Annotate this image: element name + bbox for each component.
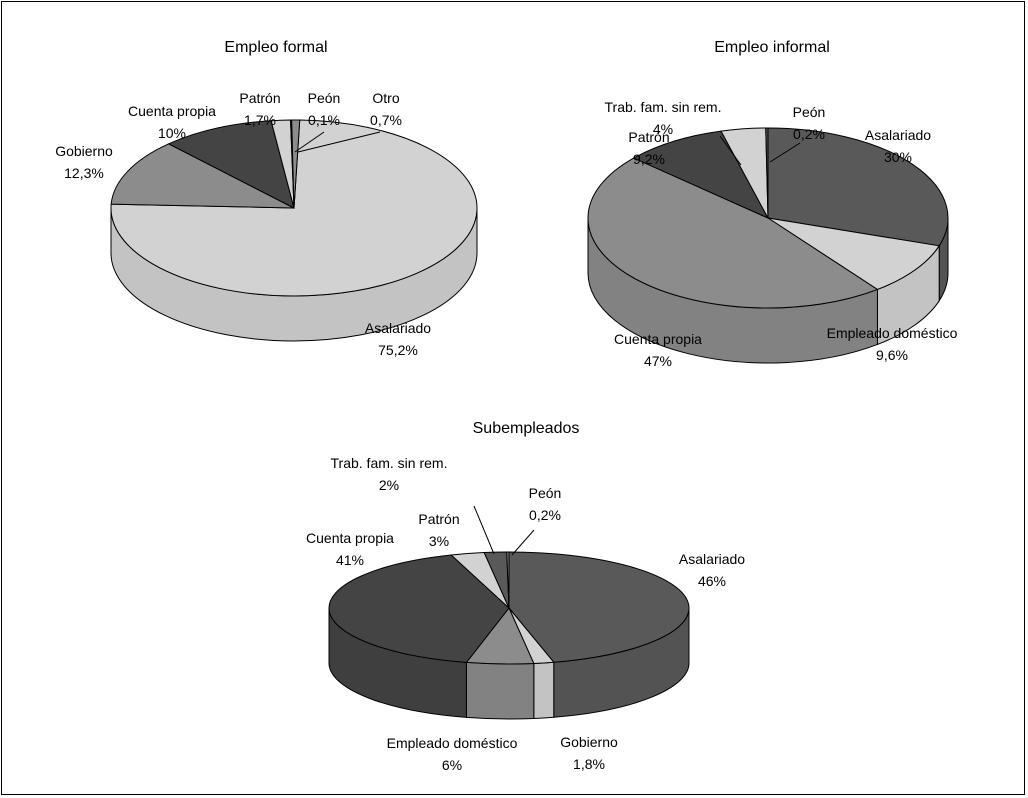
pie-slice-peon xyxy=(765,127,769,219)
slice-value-label: 3% xyxy=(429,533,449,549)
slice-label: Gobierno xyxy=(560,734,618,750)
leader-line xyxy=(511,529,535,556)
slice-value-label: 1,7% xyxy=(244,112,276,128)
leader-line xyxy=(294,131,325,153)
slice-value-label: 9,2% xyxy=(633,151,665,167)
slice-value-label: 0,2% xyxy=(793,126,825,142)
leader-line xyxy=(473,505,495,555)
slice-value-label: 12,3% xyxy=(64,165,104,181)
slice-value-label: 6% xyxy=(442,757,462,773)
pie-chart xyxy=(110,119,478,342)
pie-slice-otro xyxy=(291,119,301,209)
chart-title: Empleo informal xyxy=(714,39,830,56)
slice-label: Cuenta propia xyxy=(306,530,394,546)
pie-slice-gobierno xyxy=(110,143,295,209)
slice-value-label: 9,6% xyxy=(876,347,908,363)
slice-label: Peón xyxy=(308,90,341,106)
pie-slice-empleado-domestico xyxy=(767,217,941,291)
pie-chart xyxy=(328,551,690,720)
slice-label: Trab. fam. sin rem. xyxy=(605,99,722,115)
pie-slice-patron xyxy=(632,130,770,220)
slice-label: Patrón xyxy=(239,90,280,106)
slice-label: Peón xyxy=(529,485,562,501)
slice-label: Asalariado xyxy=(679,551,745,567)
slice-value-label: 0,7% xyxy=(370,112,402,128)
slice-value-label: 0,1% xyxy=(308,112,340,128)
slice-value-label: 75,2% xyxy=(378,342,418,358)
slice-label: Cuenta propia xyxy=(614,331,702,347)
pie-slice-cuenta-propia xyxy=(167,120,295,209)
slice-value-label: 47% xyxy=(644,353,672,369)
slice-label: Cuenta propia xyxy=(128,103,216,119)
slice-value-label: 2% xyxy=(379,477,399,493)
slice-label: Asalariado xyxy=(865,127,931,143)
slice-label: Trab. fam. sin rem. xyxy=(331,455,448,471)
pie-slice-cuenta-propia xyxy=(328,554,510,663)
slice-label: Gobierno xyxy=(55,143,113,159)
slice-label: Empleado doméstico xyxy=(387,735,518,751)
slice-value-label: 1,8% xyxy=(573,756,605,772)
pie-side-gobierno xyxy=(533,661,555,719)
pie-slice-asalariado xyxy=(508,551,690,663)
slice-label: Empleado doméstico xyxy=(827,325,958,341)
slice-value-label: 46% xyxy=(698,573,726,589)
leader-line xyxy=(719,135,742,166)
pie-slice-peon xyxy=(506,551,510,609)
slice-value-label: 10% xyxy=(158,125,186,141)
pie-slice-cuenta-propia xyxy=(587,157,879,309)
slice-value-label: 0,2% xyxy=(529,507,561,523)
slice-label: Otro xyxy=(372,90,399,106)
leader-line xyxy=(769,142,801,163)
slice-value-label: 41% xyxy=(336,552,364,568)
slice-value-label: 30% xyxy=(884,149,912,165)
chart-title: Empleo formal xyxy=(224,39,327,56)
slice-label: Asalariado xyxy=(365,320,431,336)
slice-value-label: 4% xyxy=(653,121,673,137)
slice-label: Peón xyxy=(793,104,826,120)
leader-line xyxy=(297,131,381,153)
chart-title: Subempleados xyxy=(473,420,580,437)
slice-label: Patrón xyxy=(628,129,669,145)
pie-chart xyxy=(587,127,949,364)
pie-side-empleado-domestico xyxy=(465,661,535,720)
pie-slice-asalariado xyxy=(767,127,949,247)
slice-label: Patrón xyxy=(418,511,459,527)
